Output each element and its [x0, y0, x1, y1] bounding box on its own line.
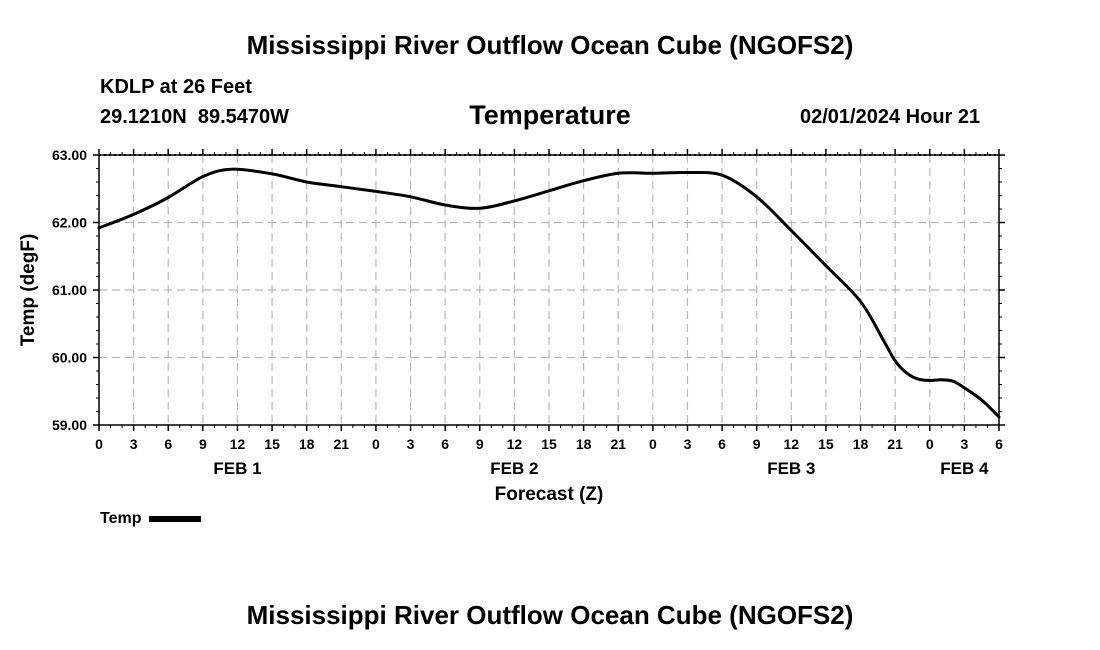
temp-series-line [97, 167, 1001, 419]
x-tick-label: 0 [372, 436, 380, 452]
x-tick-label: 21 [887, 436, 903, 452]
coordinates-label: 29.1210N 89.5470W [100, 106, 290, 128]
day-label: FEB 3 [767, 459, 815, 478]
x-tick-label: 9 [199, 436, 207, 452]
y-tick-label: 59.00 [52, 417, 87, 433]
forecast-datetime: 02/01/2024 Hour 21 [800, 106, 981, 128]
ticks-layer [93, 149, 1005, 431]
x-tick-label: 0 [649, 436, 657, 452]
y-tick-label: 62.00 [52, 215, 87, 231]
legend-label: Temp [100, 510, 142, 527]
x-tick-label: 9 [753, 436, 761, 452]
station-label: KDLP at 26 Feet [100, 76, 252, 98]
x-tick-label: 15 [541, 436, 557, 452]
x-tick-label: 3 [684, 436, 692, 452]
day-label: FEB 1 [213, 459, 261, 478]
x-tick-label: 18 [853, 436, 869, 452]
x-tick-label: 12 [230, 436, 246, 452]
chart-title: Mississippi River Outflow Ocean Cube (NG… [246, 30, 854, 60]
x-tick-label: 21 [334, 436, 350, 452]
x-tick-label: 18 [576, 436, 592, 452]
x-tick-label: 9 [476, 436, 484, 452]
y-tick-label: 63.00 [52, 147, 87, 163]
x-tick-label: 6 [995, 436, 1003, 452]
x-axis-title: Forecast (Z) [495, 484, 604, 505]
legend-swatch [149, 516, 202, 522]
x-tick-label: 12 [784, 436, 800, 452]
labels-layer: 59.00 60.00 61.00 62.00 63.00 0 3 6 9 12 15 18 21 0 3 6… [52, 147, 1003, 478]
x-tick-label: 6 [441, 436, 449, 452]
footer-title: Mississippi River Outflow Ocean Cube (NG… [246, 600, 854, 630]
x-tick-label: 12 [507, 436, 523, 452]
x-tick-label: 0 [926, 436, 934, 452]
y-tick-label: 61.00 [52, 282, 87, 298]
x-tick-label: 6 [164, 436, 172, 452]
x-tick-label: 18 [299, 436, 315, 452]
x-tick-label: 3 [130, 436, 138, 452]
chart-subtitle: Temperature [469, 100, 631, 130]
x-tick-label: 3 [960, 436, 968, 452]
x-tick-label: 3 [407, 436, 415, 452]
x-tick-label: 0 [95, 436, 103, 452]
x-tick-label: 21 [610, 436, 626, 452]
grid-layer [99, 155, 999, 425]
x-tick-label: 15 [264, 436, 280, 452]
x-tick-label: 15 [818, 436, 834, 452]
day-label: FEB 2 [490, 459, 538, 478]
legend: Temp [100, 510, 202, 528]
y-tick-label: 60.00 [52, 350, 87, 366]
x-tick-label: 6 [718, 436, 726, 452]
y-axis-title: Temp (degF) [18, 234, 39, 347]
day-label: FEB 4 [940, 459, 989, 478]
